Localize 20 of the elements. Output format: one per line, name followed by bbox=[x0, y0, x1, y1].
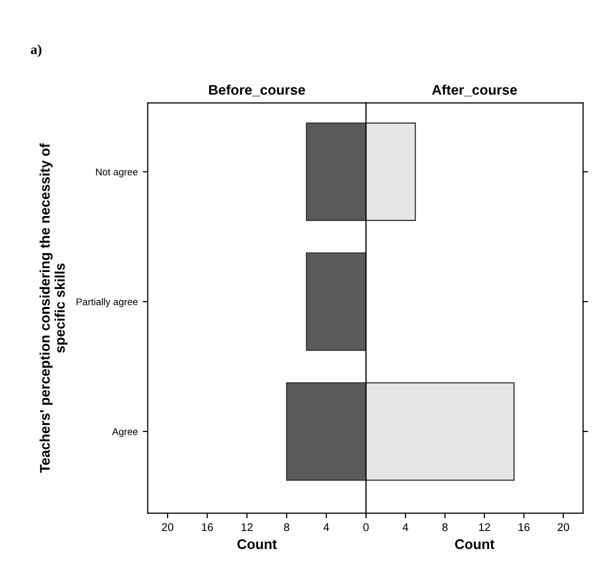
x-axis-title: Count bbox=[237, 539, 277, 550]
x-tick-label: 20 bbox=[558, 523, 570, 532]
x-axis-title: Count bbox=[455, 539, 494, 550]
x-tick-label: 4 bbox=[402, 523, 408, 532]
x-tick-label: 4 bbox=[323, 523, 330, 532]
y-tick-label: Not agree bbox=[96, 168, 138, 178]
x-tick-label: 20 bbox=[162, 523, 174, 532]
x-tick-label: 12 bbox=[479, 523, 490, 532]
x-tick-label: 8 bbox=[442, 523, 448, 532]
x-tick-label: 16 bbox=[202, 523, 213, 532]
text: a) bbox=[30, 44, 42, 58]
x-tick-label: 16 bbox=[518, 523, 530, 532]
x-tick-label: 0 bbox=[363, 523, 369, 532]
x-tick-label: 12 bbox=[242, 523, 253, 532]
chart-title: After_course bbox=[432, 84, 517, 96]
x-tick-label: 8 bbox=[284, 523, 290, 532]
y-tick-label: Agree bbox=[112, 428, 138, 437]
y-axis-title: Teachers' perception considering the necessity of specific skills bbox=[40, 143, 68, 473]
y-tick-label: Partially agree bbox=[76, 298, 138, 308]
chart-title: Before_course bbox=[209, 84, 306, 96]
